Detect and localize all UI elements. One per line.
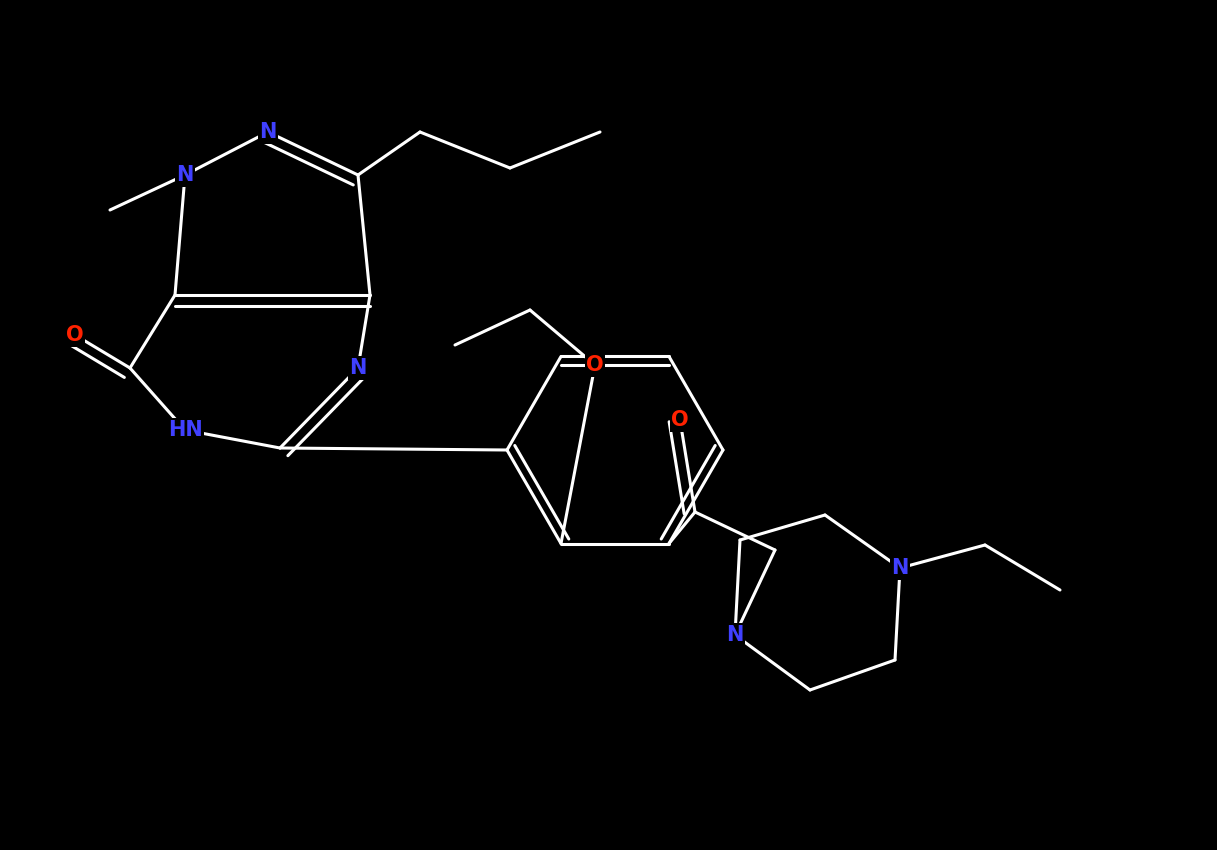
Text: O: O	[587, 355, 604, 375]
Text: N: N	[349, 358, 366, 378]
Text: N: N	[176, 165, 194, 185]
Text: N: N	[727, 625, 744, 645]
Text: O: O	[672, 410, 689, 430]
Text: N: N	[259, 122, 276, 142]
Text: O: O	[66, 325, 84, 345]
Text: HN: HN	[168, 420, 202, 440]
Text: N: N	[891, 558, 909, 578]
